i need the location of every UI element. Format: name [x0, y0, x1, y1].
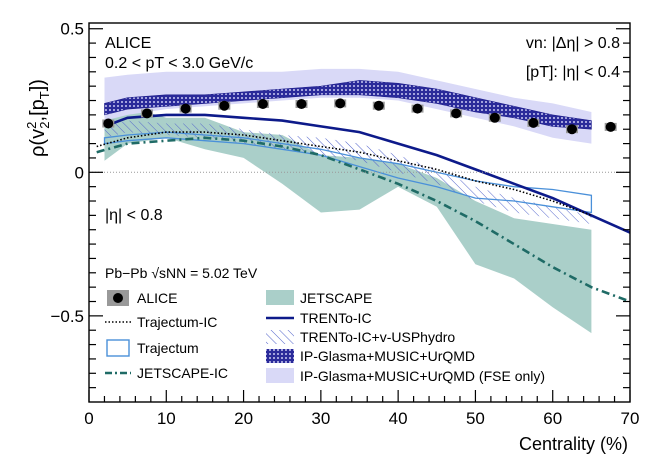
legend-label-trajectum: Trajectum	[137, 340, 199, 356]
alice-point	[489, 112, 500, 123]
legend-left: ALICE Trajectum-IC Trajectum JETSCAPE-IC	[105, 290, 228, 381]
series-trento-ic	[104, 113, 630, 234]
alice-point	[451, 108, 462, 119]
data-layer	[96, 68, 630, 334]
series-ip-glasma-music-urqmd-fse-only	[104, 68, 592, 144]
legend-label-ipglasma: IP-Glasma+MUSIC+UrQMD	[300, 348, 475, 364]
alice-point	[103, 118, 114, 129]
x-tick-label: 60	[543, 409, 562, 428]
legend-label-ipglasma-fse: IP-Glasma+MUSIC+UrQMD (FSE only)	[300, 368, 545, 384]
legend-right: JETSCAPE TRENTo-IC TRENTo-IC+v-USPhydro …	[266, 290, 545, 384]
series-trajectum	[103, 131, 593, 214]
x-tick-label: 10	[157, 409, 176, 428]
legend-swatch-trento-ic-usphydro	[266, 330, 294, 344]
x-tick-label: 20	[234, 409, 253, 428]
x-tick-label: 50	[466, 409, 485, 428]
alice-point	[373, 100, 384, 111]
legend-label-jetscape: JETSCAPE	[300, 290, 372, 306]
legend-label-alice: ALICE	[137, 290, 177, 306]
alice-point	[412, 103, 423, 114]
y-tick-label: 0.5	[60, 20, 84, 39]
series-trajectum-ic	[96, 131, 592, 217]
legend-marker-alice	[113, 293, 123, 303]
alice-point	[335, 98, 346, 109]
alice-point	[296, 99, 307, 109]
anno-pt-range: 0.2 < pT < 3.0 GeV/c	[105, 55, 253, 72]
anno-experiment: ALICE	[105, 35, 151, 52]
x-tick-label: 0	[84, 409, 93, 428]
legend-swatch-jetscape	[266, 290, 294, 305]
legend-swatch-ipglasma	[266, 349, 294, 363]
legend-label-trento-ic-usphydro: TRENTo-IC+v-USPhydro	[300, 329, 455, 345]
alice-point	[528, 117, 539, 128]
y-tick-label: 0	[75, 163, 84, 182]
x-tick-label: 30	[311, 409, 330, 428]
alice-point	[180, 103, 191, 114]
legend-label-trajectum-ic: Trajectum-IC	[137, 314, 217, 330]
anno-system: Pb−Pb √sNN = 5.02 TeV	[105, 265, 258, 281]
legend-swatch-trajectum	[106, 339, 130, 357]
x-axis-title: Centrality (%)	[519, 434, 628, 454]
alice-point	[142, 108, 152, 119]
legend-swatch-ipglasma-fse	[266, 368, 294, 383]
plot-frame	[88, 22, 631, 403]
series-trento-ic-v-usphydro	[104, 120, 592, 224]
alice-point	[567, 124, 577, 135]
alice-point	[257, 99, 268, 109]
legend-label-trento-ic: TRENTo-IC	[300, 310, 372, 326]
y-axis-title: ρ(v22,[pT])	[24, 79, 52, 157]
alice-point	[219, 100, 230, 111]
x-tick-label: 70	[621, 409, 640, 428]
axis-ticks: 0 10 20 30 40 50 60 70 −0.5 0 0.5	[50, 20, 639, 428]
x-tick-label: 40	[389, 409, 408, 428]
svg-text:ρ(v22,[pT]): ρ(v22,[pT])	[24, 79, 52, 157]
series-jetscape-ic	[96, 136, 630, 303]
series-jetscape	[104, 89, 592, 334]
series-ip-glasma-music-urqmd	[104, 80, 592, 130]
anno-pt-cut: [pT]: |η| < 0.4	[526, 64, 620, 81]
anno-vn-cut: vn: |Δη| > 0.8	[526, 35, 620, 52]
y-tick-label: −0.5	[50, 307, 84, 326]
alice-point	[605, 121, 616, 132]
legend-label-jetscape-ic: JETSCAPE-IC	[137, 365, 228, 381]
anno-eta-cut: |η| < 0.8	[105, 207, 163, 224]
alice-points	[102, 98, 617, 135]
